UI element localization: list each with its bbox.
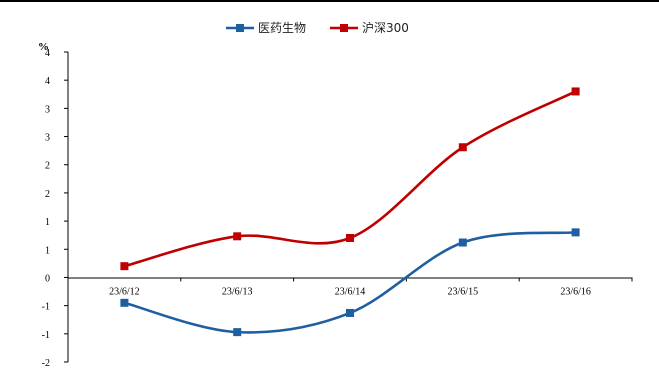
y-tick-label: 2	[45, 161, 50, 172]
legend-item-1: 医药生物	[226, 21, 306, 35]
data-point-marker	[120, 298, 129, 307]
y-tick-label: 4	[45, 48, 50, 59]
y-tick-label: 1	[45, 217, 50, 228]
x-ticks: 23/6/12 23/6/13 23/6/14 23/6/15 23/6/16	[67, 277, 633, 297]
data-point-marker	[120, 262, 129, 271]
y-tick-label: 3	[45, 133, 50, 144]
x-tick-label: 23/6/15	[448, 286, 479, 297]
legend-label: 医药生物	[258, 21, 306, 35]
legend-item-2: 沪深300	[330, 21, 409, 35]
data-point-marker	[233, 328, 242, 337]
series-1	[120, 228, 580, 337]
series-group	[120, 87, 580, 337]
x-tick-label: 23/6/12	[109, 286, 140, 297]
x-tick-label: 23/6/16	[560, 286, 591, 297]
data-point-marker	[346, 234, 354, 242]
legend: 医药生物 沪深300	[226, 21, 409, 35]
data-point-marker	[233, 232, 242, 241]
top-rule	[0, 0, 659, 2]
data-point-marker	[458, 143, 467, 152]
data-point-marker	[346, 308, 354, 317]
data-point-marker	[458, 238, 467, 247]
y-ticks: -2 -1 -1 0 1 1 2 2 3 3 4 4	[42, 48, 68, 369]
x-tick-label: 23/6/14	[335, 286, 366, 297]
y-tick-label: -1	[42, 302, 50, 313]
y-tick-label: -2	[42, 358, 50, 369]
data-point-marker	[571, 87, 580, 96]
x-tick-label: 23/6/13	[222, 286, 253, 297]
data-point-marker	[571, 228, 580, 237]
axes: %	[38, 41, 632, 362]
y-tick-label: 0	[45, 273, 50, 284]
legend-marker	[340, 24, 348, 32]
legend-marker	[236, 24, 244, 32]
series-2	[120, 87, 580, 271]
legend-label: 沪深300	[362, 21, 409, 35]
y-tick-label: -1	[42, 330, 50, 341]
y-tick-label: 4	[45, 76, 50, 87]
y-tick-label: 1	[45, 245, 50, 256]
y-axis-unit: %	[38, 41, 49, 53]
y-tick-label: 2	[45, 189, 50, 200]
y-tick-label: 3	[45, 104, 50, 115]
